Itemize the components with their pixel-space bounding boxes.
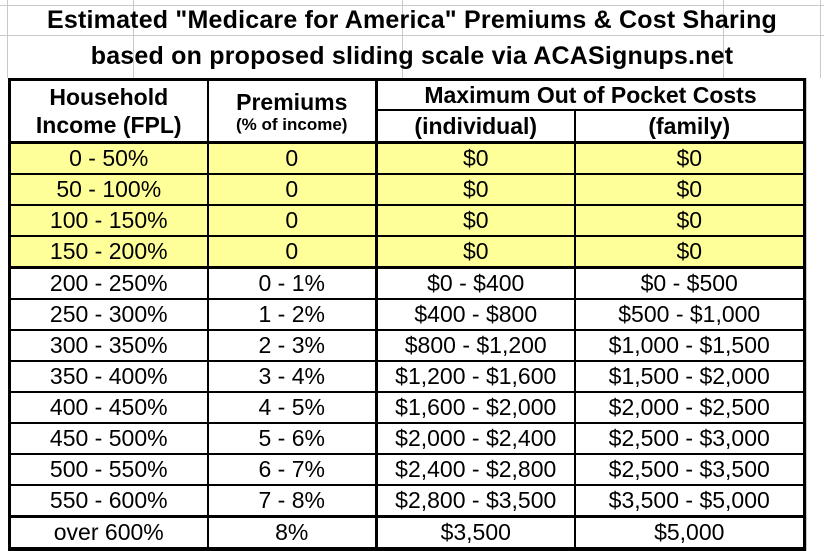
- table-row: over 600% 8% $3,500 $5,000: [8, 515, 806, 551]
- table-cell: 450 - 500%: [8, 422, 209, 456]
- table-cell: 0: [206, 141, 378, 176]
- table-cell: 250 - 300%: [8, 298, 209, 332]
- table-cell: 350 - 400%: [8, 360, 209, 394]
- table-cell: $1,200 - $1,600: [375, 360, 576, 394]
- table-cell: $3,500: [375, 515, 576, 551]
- table-header: Household Income (FPL) Premiums (% of in…: [8, 78, 806, 144]
- table-cell: $0: [573, 173, 806, 207]
- table-cell: 550 - 600%: [8, 484, 209, 518]
- table-cell: $2,000 - $2,400: [375, 422, 576, 456]
- table-cell: $500 - $1,000: [573, 298, 806, 332]
- table-cell: 5 - 6%: [206, 422, 378, 456]
- table-cell: 300 - 350%: [8, 329, 209, 363]
- table-cell: $3,500 - $5,000: [573, 484, 806, 518]
- gridline: [820, 0, 821, 78]
- table-cell: $800 - $1,200: [375, 329, 576, 363]
- header-household-line1: Household: [49, 83, 169, 110]
- table-cell: $0: [375, 173, 576, 207]
- table-cell: $0: [573, 235, 806, 269]
- table-cell: $1,600 - $2,000: [375, 391, 576, 425]
- table-subtitle: based on proposed sliding scale via ACAS…: [90, 42, 734, 70]
- table-cell: 7 - 8%: [206, 484, 378, 518]
- premiums-cost-sharing-table: Household Income (FPL) Premiums (% of in…: [8, 78, 806, 551]
- header-row-sub: (individual) (family): [10, 109, 806, 144]
- table-cell: 400 - 450%: [8, 391, 209, 425]
- table-cell: $2,400 - $2,800: [375, 453, 576, 487]
- table-cell: 3 - 4%: [206, 360, 378, 394]
- table-cell: 0: [206, 173, 378, 207]
- table-title: Estimated "Medicare for America" Premium…: [46, 6, 778, 34]
- header-moop-group: Maximum Out of Pocket Costs: [375, 78, 806, 112]
- table-cell: $2,500 - $3,500: [573, 453, 806, 487]
- table-row: 300 - 350% 2 - 3% $800 - $1,200 $1,000 - $1…: [8, 329, 806, 363]
- table-body: 0 - 50% 0 $0 $0 50 - 100% 0 $0 $0 100 - 150% 0 $0 $…: [8, 141, 806, 551]
- header-row-top: Household Income (FPL) Premiums (% of in…: [8, 78, 806, 144]
- table-cell: 4 - 5%: [206, 391, 378, 425]
- table-cell: $0 - $500: [573, 266, 806, 301]
- table-cell: $0: [573, 141, 806, 176]
- table-row: 150 - 200% 0 $0 $0: [8, 235, 806, 269]
- table-row: 500 - 550% 6 - 7% $2,400 - $2,800 $2,500 - …: [8, 453, 806, 487]
- table-cell: 150 - 200%: [8, 235, 209, 269]
- gridline: [0, 5, 824, 6]
- table-row: 100 - 150% 0 $0 $0: [8, 204, 806, 238]
- table-row: 400 - 450% 4 - 5% $1,600 - $2,000 $2,000 - …: [8, 391, 806, 425]
- table-cell: 100 - 150%: [8, 204, 209, 238]
- table-row: 450 - 500% 5 - 6% $2,000 - $2,400 $2,500 - …: [8, 422, 806, 456]
- table-cell: $2,800 - $3,500: [375, 484, 576, 518]
- table-cell: $1,000 - $1,500: [573, 329, 806, 363]
- table-cell: $0 - $400: [375, 266, 576, 301]
- gridline: [806, 78, 807, 551]
- header-moop-individual: (individual): [375, 109, 576, 144]
- header-moop-family: (family): [573, 109, 806, 144]
- header-household-income: Household Income (FPL): [8, 78, 209, 144]
- gridline: [0, 35, 824, 36]
- table-cell: 200 - 250%: [8, 266, 209, 301]
- table-cell: $2,000 - $2,500: [573, 391, 806, 425]
- header-premiums-line2: (% of income): [236, 114, 348, 134]
- table-cell: 6 - 7%: [206, 453, 378, 487]
- table-cell: over 600%: [8, 515, 209, 551]
- table-row: 0 - 50% 0 $0 $0: [8, 141, 806, 176]
- table-cell: $0: [375, 235, 576, 269]
- table-cell: 0: [206, 235, 378, 269]
- table-cell: 1 - 2%: [206, 298, 378, 332]
- table-row: 200 - 250% 0 - 1% $0 - $400 $0 - $500: [8, 266, 806, 301]
- gridline: [402, 0, 403, 78]
- gridline: [723, 0, 724, 78]
- table-cell: 2 - 3%: [206, 329, 378, 363]
- table-row: 350 - 400% 3 - 4% $1,200 - $1,600 $1,500 - …: [8, 360, 806, 394]
- gridline: [7, 0, 8, 78]
- header-premiums: Premiums (% of income): [206, 78, 378, 144]
- table-cell: $0: [573, 204, 806, 238]
- table-cell: 8%: [206, 515, 378, 551]
- title-block: Estimated "Medicare for America" Premium…: [0, 2, 824, 75]
- table-row: 50 - 100% 0 $0 $0: [8, 173, 806, 207]
- gridline: [133, 0, 134, 78]
- table-cell: 0 - 50%: [8, 141, 209, 176]
- table-cell: 500 - 550%: [8, 453, 209, 487]
- table-cell: $5,000: [573, 515, 806, 551]
- header-premiums-line1: Premiums: [236, 88, 348, 115]
- table-cell: 0 - 1%: [206, 266, 378, 301]
- table-cell: $400 - $800: [375, 298, 576, 332]
- table-cell: 0: [206, 204, 378, 238]
- table-cell: $0: [375, 204, 576, 238]
- table-cell: $2,500 - $3,000: [573, 422, 806, 456]
- table-cell: $1,500 - $2,000: [573, 360, 806, 394]
- table-cell: $0: [375, 141, 576, 176]
- table-row: 250 - 300% 1 - 2% $400 - $800 $500 - $1,000: [8, 298, 806, 332]
- table-row: 550 - 600% 7 - 8% $2,800 - $3,500 $3,500 - …: [8, 484, 806, 518]
- header-household-line2: Income (FPL): [35, 112, 182, 139]
- table-cell: 50 - 100%: [8, 173, 209, 207]
